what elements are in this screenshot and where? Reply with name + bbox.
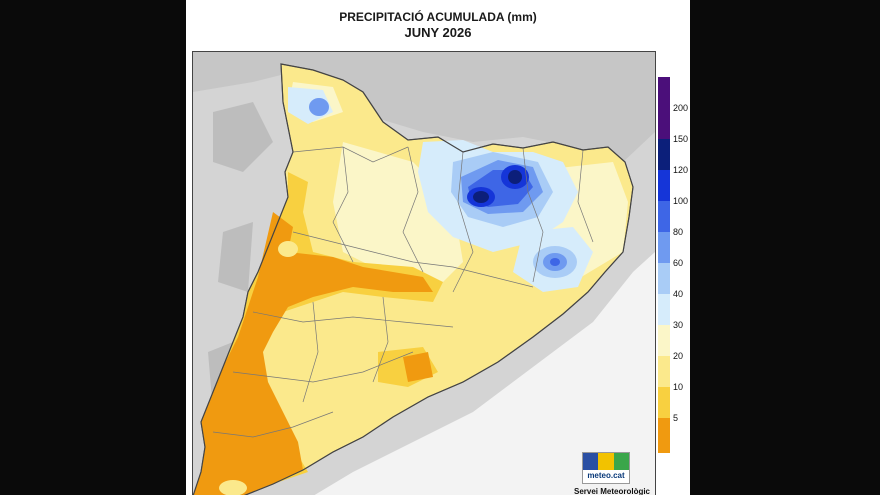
legend-swatch (658, 325, 670, 356)
legend-swatch (658, 77, 670, 108)
map-panel: PRECIPITACIÓ ACUMULADA (mm) JUNY 2026 (186, 0, 690, 495)
catalonia-outline (193, 63, 634, 495)
legend-swatch (658, 294, 670, 325)
legend-label: 150 (673, 134, 689, 144)
legend-label: 5 (673, 413, 679, 423)
legend-swatch (658, 356, 670, 387)
legend-swatch (658, 232, 670, 263)
legend-label: 30 (673, 320, 684, 330)
legend-swatch (658, 263, 670, 294)
zone-200-b (508, 170, 522, 184)
legend-label: 40 (673, 289, 684, 299)
zone-200-a (473, 191, 489, 203)
precipitation-map (192, 51, 656, 495)
legend-swatch (658, 418, 670, 453)
zone-120-spot (550, 258, 560, 266)
map-svg (193, 52, 655, 495)
logo-block (613, 453, 629, 470)
legend-label: 20 (673, 351, 684, 361)
legend-label: 120 (673, 165, 689, 175)
relief-north (193, 52, 655, 162)
zone-100-aran (309, 98, 329, 116)
logo-block (583, 453, 599, 470)
comarca-borders (212, 146, 594, 438)
legend-swatch (658, 387, 670, 418)
logo-text: meteo.cat (587, 471, 625, 480)
legend-label: 200 (673, 103, 689, 113)
relief-west (208, 102, 273, 412)
legend-swatch (658, 201, 670, 232)
legend-label: 60 (673, 258, 684, 268)
legend-label: 100 (673, 196, 689, 206)
legend-label: 80 (673, 227, 684, 237)
right-frame (690, 0, 880, 495)
zone-5-west (193, 212, 433, 495)
zone-20-spot (278, 241, 298, 257)
legend-swatch (658, 108, 670, 139)
legend-swatch (658, 170, 670, 201)
credit-text: Servei Meteorològic (573, 487, 651, 495)
zone-5-south (403, 352, 433, 382)
map-subtitle: JUNY 2026 (404, 25, 472, 40)
map-title: PRECIPITACIÓ ACUMULADA (mm) (339, 10, 537, 24)
meteocat-logo: meteo.cat (582, 452, 630, 484)
legend-label: 10 (673, 382, 684, 392)
legend-swatch (658, 139, 670, 170)
logo-block (598, 453, 614, 470)
left-frame (0, 0, 186, 495)
zone-20-south-spot (219, 480, 247, 495)
color-legend: 200 150 120 100 80 60 40 30 20 10 5 (658, 77, 690, 453)
sea (314, 252, 655, 495)
